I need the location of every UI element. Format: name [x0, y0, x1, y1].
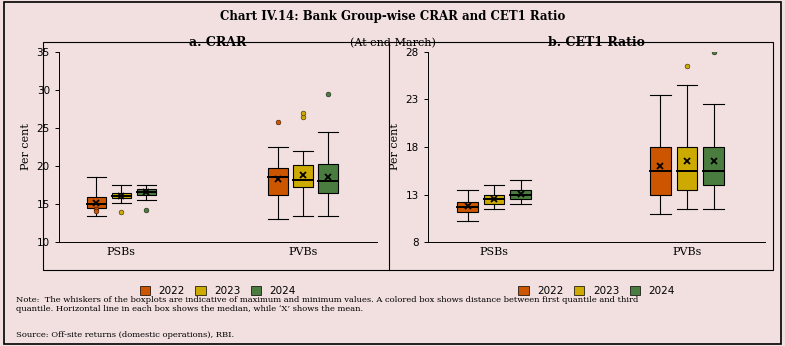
Bar — [111, 193, 131, 198]
Bar — [319, 164, 338, 193]
Title: a. CRAR: a. CRAR — [189, 36, 246, 49]
Title: b. CET1 Ratio: b. CET1 Ratio — [548, 36, 645, 49]
Y-axis label: Per cent: Per cent — [21, 124, 31, 171]
Bar — [510, 190, 531, 199]
Text: Chart IV.14: Bank Group-wise CRAR and CET1 Ratio: Chart IV.14: Bank Group-wise CRAR and CE… — [220, 10, 565, 24]
Y-axis label: Per cent: Per cent — [390, 124, 400, 171]
Text: Source: Off-site returns (domestic operations), RBI.: Source: Off-site returns (domestic opera… — [16, 331, 234, 339]
Bar — [137, 189, 156, 195]
Legend: 2022, 2023, 2024: 2022, 2023, 2024 — [514, 282, 679, 300]
Bar — [703, 147, 724, 185]
Bar — [484, 194, 505, 204]
Bar — [677, 147, 697, 190]
Bar — [458, 202, 478, 212]
Bar — [294, 165, 312, 188]
Text: (At end-March): (At end-March) — [349, 38, 436, 48]
Legend: 2022, 2023, 2024: 2022, 2023, 2024 — [136, 282, 300, 300]
Text: Note:  The whiskers of the boxplots are indicative of maximum and minimum values: Note: The whiskers of the boxplots are i… — [16, 296, 638, 313]
Bar — [650, 147, 670, 194]
Bar — [268, 167, 287, 195]
Bar — [86, 197, 106, 208]
